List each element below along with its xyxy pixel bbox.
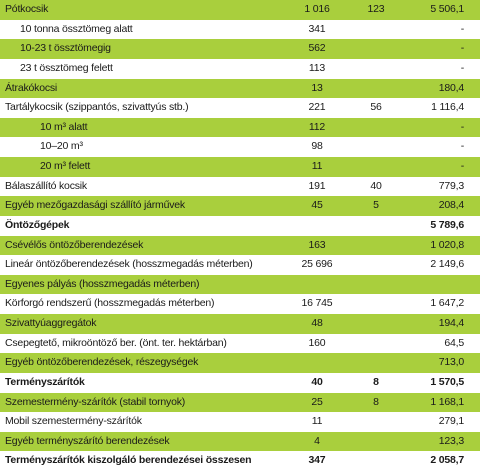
cell-value: - <box>460 140 465 153</box>
row-label: Tartálykocsik (szippantós, szivattyús st… <box>5 101 189 114</box>
cell-value: - <box>460 61 465 74</box>
row-label: Terményszárítók kiszolgáló berendezései … <box>5 454 252 467</box>
cell-value: 112 <box>308 120 326 133</box>
row-label: 23 t össztömeg felett <box>20 61 113 74</box>
cell-value: 16 745 <box>301 297 333 310</box>
row-label: Átrakókocsi <box>5 81 58 94</box>
table-row: 10-23 t össztömegig 562 - <box>0 39 480 59</box>
row-label: Egyéb mezőgazdasági szállító járművek <box>5 199 185 212</box>
table-row: Körforgó rendszerű (hosszmegadás méterbe… <box>0 294 480 314</box>
table-row: Bálaszállító kocsik 191 40 779,3 <box>0 177 480 197</box>
cell-value: 5 <box>373 199 379 212</box>
table-row: Öntözőgépek 5 789,6 <box>0 216 480 236</box>
cell-value: 562 <box>308 42 326 55</box>
cell-value: 13 <box>311 81 323 94</box>
cell-value: 113 <box>308 61 326 74</box>
table-row: Csepegtető, mikroöntöző ber. (önt. ter. … <box>0 334 480 354</box>
cell-value: 180,4 <box>438 81 464 94</box>
cell-value: 123,3 <box>438 434 464 447</box>
cell-value: - <box>460 160 465 172</box>
row-label: Pótkocsik <box>5 3 49 15</box>
cell-value: 25 <box>311 395 323 408</box>
cell-value: 779,3 <box>438 179 464 192</box>
table-row: Lineár öntözőberendezések (hosszmegadás … <box>0 255 480 275</box>
cell-value: 163 <box>308 238 326 251</box>
table-row: Szivattyúaggregátok 48 194,4 <box>0 314 480 334</box>
row-label: 10 tonna össztömeg alatt <box>20 22 133 35</box>
table-row: 10 m³ alatt 112 - <box>0 117 480 138</box>
table-row: Terményszárítók 40 8 1 570,5 <box>0 373 480 393</box>
cell-value: 4 <box>314 434 320 447</box>
cell-value: 5 789,6 <box>430 218 464 231</box>
row-label: 20 m³ felett <box>40 160 91 172</box>
cell-value: 98 <box>311 140 323 153</box>
cell-value: 8 <box>373 375 379 388</box>
cell-value: 2 149,6 <box>430 258 464 271</box>
cell-value: - <box>460 120 465 133</box>
cell-value: 191 <box>308 179 326 192</box>
table-row: Tartálykocsik (szippantós, szivattyús st… <box>0 98 480 118</box>
cell-value: 25 696 <box>301 258 333 271</box>
table-row: Átrakókocsi 13 180,4 <box>0 78 480 99</box>
row-label: Bálaszállító kocsik <box>5 179 87 192</box>
cell-value: 48 <box>311 317 323 329</box>
cell-value: 40 <box>311 375 323 388</box>
row-label: Egyenes pályás (hosszmegadás méterben) <box>5 277 200 290</box>
cell-value: 341 <box>308 22 326 35</box>
row-label: Csepegtető, mikroöntöző ber. (önt. ter. … <box>5 336 227 349</box>
cell-value: 45 <box>311 199 323 212</box>
cell-value: 221 <box>308 101 326 114</box>
row-label: 10 m³ alatt <box>40 120 88 133</box>
table-row: Pótkocsik 1 016 123 5 506,1 <box>0 0 480 20</box>
table-row: Mobil szemestermény-szárítók 11 279,1 <box>0 412 480 432</box>
table-row: Szemestermény-szárítók (stabil tornyok) 2… <box>0 392 480 413</box>
table-row: Terményszárítók kiszolgáló berendezései … <box>0 451 480 471</box>
table-row: 10–20 m³ 98 - <box>0 137 480 157</box>
row-label: 10-23 t össztömegig <box>20 42 111 55</box>
cell-value: 1 647,2 <box>430 297 464 310</box>
cell-value: 208,4 <box>438 199 464 212</box>
cell-value: 1 016 <box>304 3 330 15</box>
cell-value: 123 <box>367 3 385 15</box>
table-row: 10 tonna össztömeg alatt 341 - <box>0 20 480 40</box>
cell-value: 347 <box>308 454 326 467</box>
table-row: Egyenes pályás (hosszmegadás méterben) <box>0 274 480 295</box>
row-label: Szemestermény-szárítók (stabil tornyok) <box>5 395 186 408</box>
row-label: Öntözőgépek <box>5 218 70 231</box>
table-row: Egyéb terményszárító berendezések 4 123,3 <box>0 431 480 452</box>
row-label: Csévélős öntözőberendezések <box>5 238 144 251</box>
cell-value: 11 <box>311 415 323 428</box>
cell-value: 1 020,8 <box>430 238 464 251</box>
table-row: Egyéb öntözőberendezések, részegységek 71… <box>0 353 480 373</box>
cell-value: - <box>460 42 465 55</box>
cell-value: 2 058,7 <box>430 454 464 467</box>
table-row: Egyéb mezőgazdasági szállító járművek 45 5… <box>0 196 480 216</box>
cell-value: 194,4 <box>438 317 464 329</box>
row-label: 10–20 m³ <box>40 140 83 153</box>
row-label: Körforgó rendszerű (hosszmegadás méterbe… <box>5 297 215 310</box>
row-label: Egyéb terményszárító berendezések <box>5 434 170 447</box>
row-label: Mobil szemestermény-szárítók <box>5 415 142 428</box>
table-row: 20 m³ felett 11 - <box>0 157 480 177</box>
cell-value: 11 <box>311 160 323 172</box>
cell-value: 160 <box>308 336 326 349</box>
cell-value: 5 506,1 <box>430 3 464 15</box>
row-label: Szivattyúaggregátok <box>5 317 97 329</box>
cell-value: - <box>460 22 465 35</box>
cell-value: 64,5 <box>444 336 464 349</box>
cell-value: 1 116,4 <box>431 101 464 114</box>
table-row: Csévélős öntözőberendezések 163 1 020,8 <box>0 235 480 256</box>
cell-value: 279,1 <box>438 415 464 428</box>
row-label: Lineár öntözőberendezések (hosszmegadás … <box>5 258 253 271</box>
row-label: Egyéb öntözőberendezések, részegységek <box>5 356 199 369</box>
cell-value: 713,0 <box>438 356 464 369</box>
cell-value: 1 168,1 <box>430 395 464 408</box>
cell-value: 56 <box>370 101 382 114</box>
row-label: Terményszárítók <box>5 375 85 388</box>
cell-value: 40 <box>370 179 382 192</box>
cell-value: 1 570,5 <box>430 375 464 388</box>
cell-value: 8 <box>373 395 379 408</box>
table-row: 23 t össztömeg felett 113 - <box>0 59 480 79</box>
